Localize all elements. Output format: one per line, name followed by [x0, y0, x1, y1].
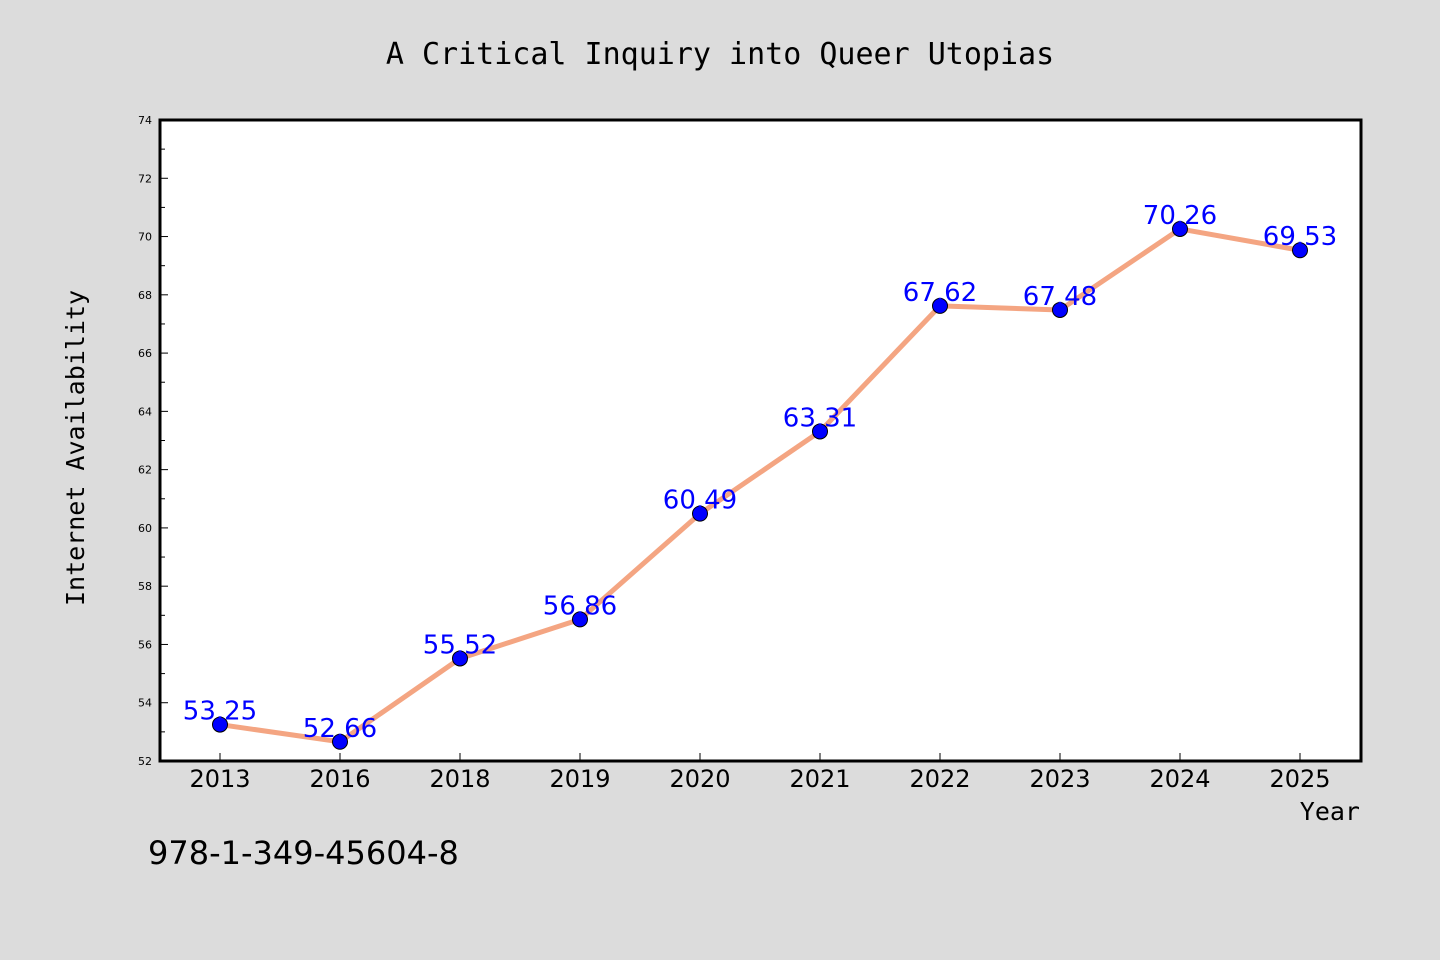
- data-labels: 53.25 52.66 55.52 56.86 60.49 63.31 67.62 67.48…: [183, 201, 1337, 744]
- x-tick-label: 2023: [1029, 765, 1090, 793]
- x-tick-label: 2024: [1149, 765, 1210, 793]
- series-line: [217, 226, 1303, 745]
- data-label: 56.86: [543, 591, 617, 621]
- x-tick-label: 2020: [669, 765, 730, 793]
- y-tick-label: 62: [138, 464, 152, 477]
- y-tick-label: 64: [138, 405, 152, 418]
- plot-area: [160, 120, 1361, 761]
- plot-frame: [158, 118, 1363, 763]
- y-tick-label: 56: [138, 638, 152, 651]
- x-axis-label: Year: [1300, 797, 1360, 826]
- data-label: 69.53: [1263, 222, 1337, 252]
- x-tick-label: 2021: [789, 765, 850, 793]
- y-tick-label: 60: [138, 522, 152, 535]
- y-tick-label: 70: [138, 231, 152, 244]
- data-point: [452, 650, 468, 667]
- x-tick-label: 2013: [189, 765, 250, 793]
- x-tick-label: 2018: [429, 765, 490, 793]
- x-tick-label: 2022: [909, 765, 970, 793]
- series-markers: [212, 220, 1308, 750]
- y-tick-label: 74: [138, 114, 152, 127]
- y-tick-label: 72: [138, 172, 152, 185]
- y-tick-label: 52: [138, 755, 152, 768]
- data-point: [212, 716, 228, 733]
- data-label: 67.48: [1023, 282, 1097, 312]
- data-label: 60.49: [663, 486, 737, 516]
- data-label: 63.31: [783, 403, 857, 433]
- data-point: [932, 297, 948, 314]
- y-tick-label: 68: [138, 289, 152, 302]
- y-axis: 52 54 56 58 60 62 64 66 68 70 72 74: [138, 114, 168, 768]
- data-point: [692, 505, 708, 522]
- chart-title: A Critical Inquiry into Queer Utopias: [386, 37, 1054, 72]
- x-tick-label: 2019: [549, 765, 610, 793]
- isbn-text: 978-1-349-45604-8: [148, 834, 459, 872]
- y-tick-label: 54: [138, 697, 152, 710]
- data-label: 70.26: [1143, 201, 1217, 231]
- x-tick-label: 2016: [309, 765, 370, 793]
- data-point: [1052, 301, 1068, 318]
- data-label: 67.62: [903, 278, 977, 308]
- x-axis: 2013 2016 2018 2019 2020 2021 2022 2023 2024 2025: [189, 753, 1331, 793]
- data-label: 53.25: [183, 697, 257, 727]
- data-label: 52.66: [303, 714, 377, 744]
- data-point: [572, 611, 588, 628]
- data-point: [1172, 220, 1188, 237]
- y-tick-label: 58: [138, 580, 152, 593]
- y-tick-label: 66: [138, 347, 152, 360]
- data-point: [1292, 242, 1308, 259]
- data-label: 55.52: [423, 630, 497, 660]
- y-axis-label: Internet Availability: [61, 290, 90, 606]
- x-tick-label: 2025: [1269, 765, 1330, 793]
- data-point: [332, 733, 348, 750]
- data-point: [812, 423, 828, 440]
